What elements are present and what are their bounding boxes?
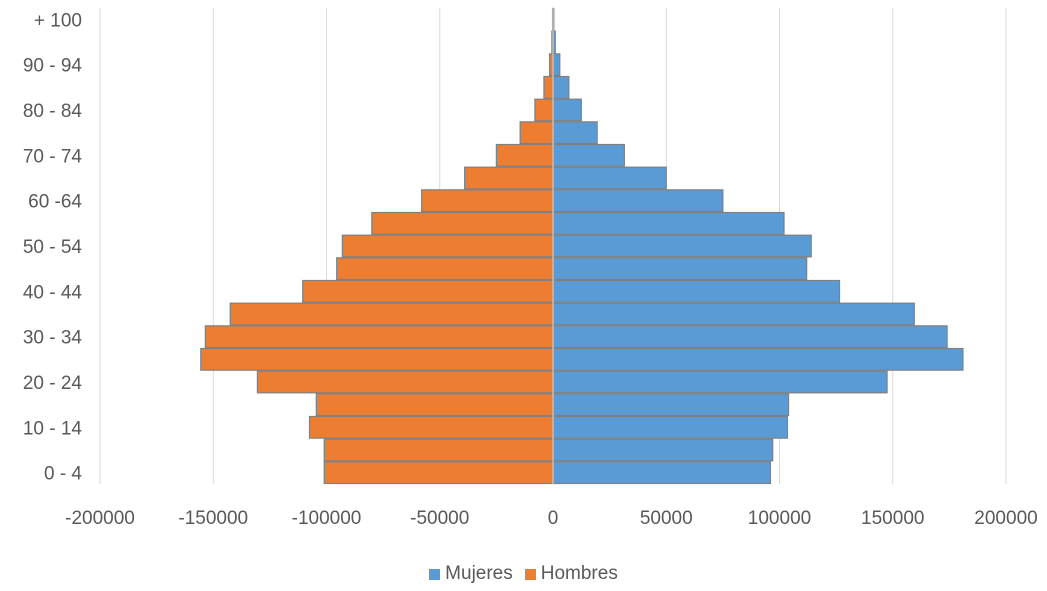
bar-mujeres-2 (552, 415, 789, 439)
bar-hombres-6 (204, 325, 554, 349)
y-tick-label: 20 - 24 (23, 373, 83, 394)
bar-mujeres-1 (552, 438, 774, 462)
legend-swatch-mujeres (429, 568, 441, 580)
bar-mujeres-16 (552, 98, 582, 122)
bar-hombres-7 (229, 302, 554, 326)
legend: Mujeres Hombres (0, 563, 1047, 585)
bar-hombres-5 (200, 347, 554, 371)
bar-mujeres-14 (552, 143, 625, 167)
bar-hombres-0 (323, 461, 554, 485)
y-tick-label: 50 - 54 (23, 237, 83, 258)
bar-mujeres-15 (552, 121, 598, 145)
bar-hombres-4 (256, 370, 554, 394)
y-tick-label: 60 -64 (28, 192, 82, 213)
legend-item-mujeres: Mujeres (429, 563, 513, 585)
bar-hombres-9 (336, 257, 554, 281)
y-tick-label: + 100 (34, 10, 82, 31)
y-tick-label: 90 - 94 (23, 56, 83, 77)
bar-hombres-2 (308, 415, 554, 439)
bars (200, 7, 964, 485)
x-tick-label: -50000 (410, 508, 469, 529)
y-tick-label: 40 - 44 (23, 282, 83, 303)
x-tick-label: -150000 (178, 508, 248, 529)
bar-mujeres-7 (552, 302, 915, 326)
x-tick-label: 100000 (748, 508, 811, 529)
bar-hombres-14 (495, 143, 554, 167)
bar-mujeres-12 (552, 189, 724, 213)
legend-item-hombres: Hombres (524, 563, 618, 585)
legend-label-mujeres: Mujeres (445, 563, 513, 584)
bar-mujeres-6 (552, 325, 948, 349)
bar-hombres-17 (543, 75, 554, 99)
bar-mujeres-4 (552, 370, 888, 394)
y-tick-label: 30 - 34 (23, 328, 83, 349)
legend-swatch-hombres (524, 568, 536, 580)
bar-hombres-3 (315, 393, 554, 417)
bar-hombres-15 (519, 121, 554, 145)
x-tick-label: 200000 (974, 508, 1037, 529)
x-tick-label: 50000 (640, 508, 693, 529)
x-tick-label: -200000 (65, 508, 135, 529)
bar-hombres-10 (341, 234, 554, 258)
x-tick-label: 150000 (861, 508, 924, 529)
bar-mujeres-5 (552, 347, 964, 371)
bar-mujeres-3 (552, 393, 790, 417)
bar-hombres-12 (421, 189, 554, 213)
bar-mujeres-8 (552, 279, 841, 303)
bar-mujeres-0 (552, 461, 772, 485)
bar-mujeres-10 (552, 234, 812, 258)
bar-mujeres-18 (552, 53, 561, 77)
x-tick-label: -100000 (292, 508, 362, 529)
bar-hombres-11 (371, 211, 554, 235)
y-tick-label: 80 - 84 (23, 101, 83, 122)
bar-hombres-1 (323, 438, 554, 462)
y-tick-label: 10 - 14 (23, 418, 83, 439)
x-tick-label: 0 (548, 508, 559, 529)
bar-mujeres-13 (552, 166, 667, 190)
bar-mujeres-9 (552, 257, 808, 281)
bar-hombres-13 (464, 166, 554, 190)
y-tick-label: 0 - 4 (44, 464, 82, 485)
bar-mujeres-11 (552, 211, 785, 235)
legend-label-hombres: Hombres (540, 563, 618, 584)
bar-hombres-8 (302, 279, 554, 303)
bar-hombres-16 (534, 98, 554, 122)
tick-labels: -200000 -150000 -100000 -50000 0 50000 100000 1… (23, 10, 1038, 529)
bar-mujeres-17 (552, 75, 570, 99)
y-tick-label: 70 - 74 (23, 146, 83, 167)
